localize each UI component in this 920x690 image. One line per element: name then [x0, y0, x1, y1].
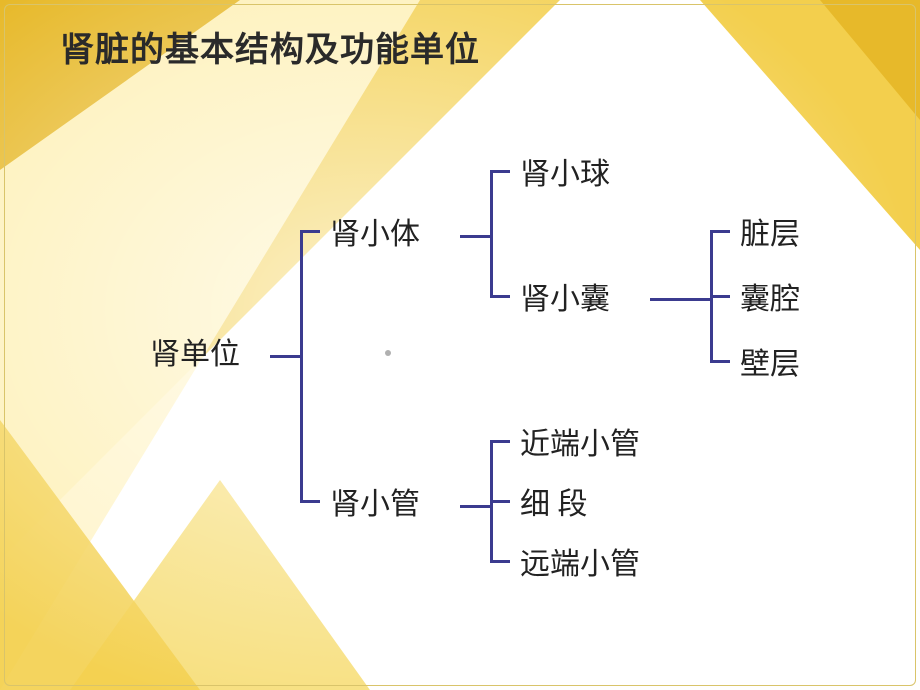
bracket	[300, 230, 303, 500]
tree-node: 远端小管	[520, 550, 640, 580]
bracket	[490, 500, 510, 503]
bracket	[650, 298, 710, 301]
tree-node: 细 段	[520, 490, 588, 520]
bracket	[490, 560, 510, 563]
bracket	[490, 440, 510, 443]
tree-node: 脏层	[740, 220, 800, 250]
tree-diagram: 肾单位 肾小体 肾小管 肾小球 肾小囊 近端小管 细 段 远端小管 脏层 囊腔 …	[130, 140, 890, 640]
bracket	[490, 170, 493, 295]
bracket	[490, 170, 510, 173]
tree-node: 肾小球	[520, 160, 610, 190]
bracket	[710, 295, 730, 298]
bracket	[270, 355, 300, 358]
bracket	[710, 230, 730, 233]
tree-node: 壁层	[740, 350, 800, 380]
bracket	[490, 295, 510, 298]
bracket	[300, 230, 320, 233]
tree-node: 肾小囊	[520, 285, 610, 315]
bracket	[460, 235, 490, 238]
bracket	[300, 500, 320, 503]
marker-dot	[385, 350, 391, 356]
tree-node: 肾小体	[330, 220, 420, 250]
slide-title: 肾脏的基本结构及功能单位	[60, 22, 480, 71]
tree-node: 近端小管	[520, 430, 640, 460]
bracket	[460, 505, 490, 508]
bracket	[710, 360, 730, 363]
tree-node: 肾小管	[330, 490, 420, 520]
tree-root: 肾单位	[150, 340, 240, 370]
tree-node: 囊腔	[740, 285, 800, 315]
